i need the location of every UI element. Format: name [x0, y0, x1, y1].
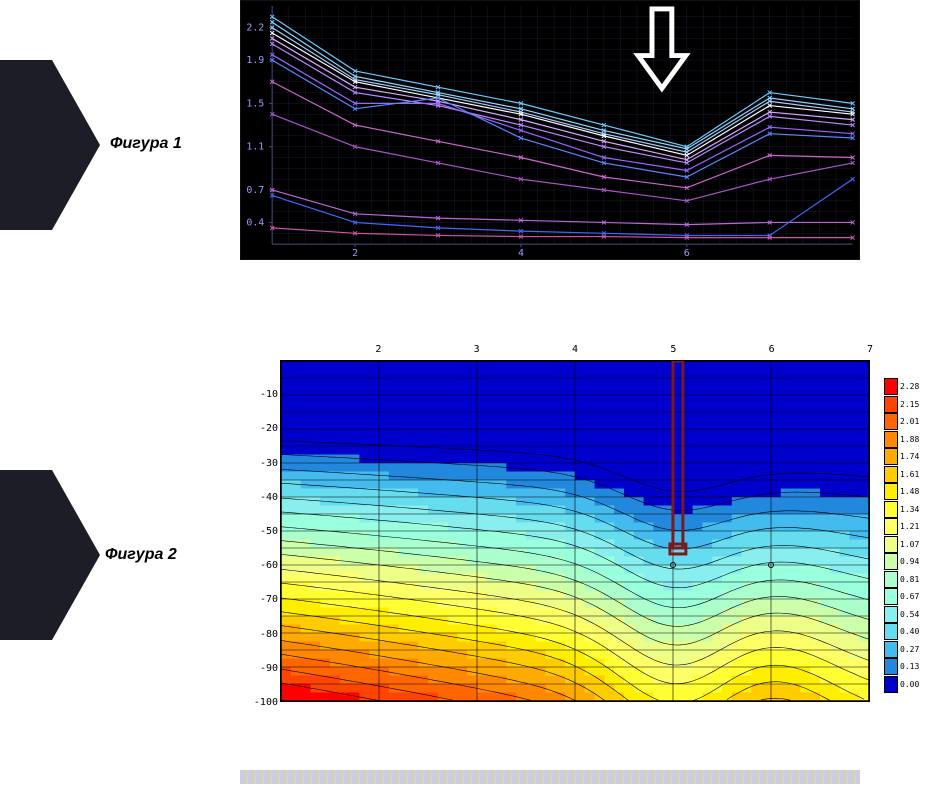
figure-2-wrap: 234567 -10-20-30-40-50-60-70-80-90-100 2… [240, 348, 930, 713]
legend-row: 1.48 [884, 483, 930, 501]
legend-row: 2.01 [884, 413, 930, 431]
legend-row: 0.40 [884, 623, 930, 641]
legend-row: 1.61 [884, 466, 930, 484]
legend-value: 0.81 [900, 575, 919, 584]
fig2-ytick: -60 [260, 560, 278, 571]
legend-swatch [884, 571, 898, 588]
label-fig1: Фигура 1 [110, 135, 182, 153]
legend-row: 1.21 [884, 518, 930, 536]
fig2-ytick: -80 [260, 629, 278, 640]
legend-value: 2.28 [900, 382, 919, 391]
legend-row: 1.74 [884, 448, 930, 466]
legend-value: 1.21 [900, 522, 919, 531]
legend-value: 1.74 [900, 452, 919, 461]
legend-value: 0.13 [900, 662, 919, 671]
legend-value: 1.61 [900, 470, 919, 479]
heatmap-legend: 2.28 2.15 2.01 1.88 1.74 1.61 1.48 1.34 1.21 1.07… [884, 378, 930, 693]
fig2-ytick: -90 [260, 663, 278, 674]
fig2-xtick: 6 [769, 344, 775, 355]
chevron-fig1 [0, 60, 100, 230]
legend-swatch [884, 448, 898, 465]
label-fig2: Фигура 2 [105, 546, 177, 564]
legend-swatch [884, 553, 898, 570]
legend-value: 0.27 [900, 645, 919, 654]
svg-text:1.5: 1.5 [246, 98, 264, 109]
legend-value: 0.00 [900, 680, 919, 689]
legend-swatch [884, 431, 898, 448]
legend-swatch [884, 483, 898, 500]
fig2-ytick: -50 [260, 526, 278, 537]
legend-value: 1.34 [900, 505, 919, 514]
legend-value: 2.01 [900, 417, 919, 426]
figure-1-chart: 2.2 1.9 1.5 1.1 0.7 0.4 2 4 6 [240, 0, 860, 260]
legend-row: 0.00 [884, 676, 930, 694]
legend-swatch [884, 658, 898, 675]
fig2-ytick: -70 [260, 594, 278, 605]
fig2-ytick: -10 [260, 389, 278, 400]
svg-text:0.4: 0.4 [246, 217, 264, 228]
legend-row: 0.94 [884, 553, 930, 571]
fig2-xtick: 3 [474, 344, 480, 355]
legend-swatch [884, 623, 898, 640]
fig2-xtick: 5 [670, 344, 676, 355]
legend-row: 0.27 [884, 641, 930, 659]
legend-swatch [884, 466, 898, 483]
legend-swatch [884, 413, 898, 430]
legend-row: 0.67 [884, 588, 930, 606]
svg-text:4: 4 [518, 248, 524, 259]
legend-row: 0.13 [884, 658, 930, 676]
svg-text:2.2: 2.2 [246, 23, 264, 34]
legend-value: 1.88 [900, 435, 919, 444]
legend-swatch [884, 396, 898, 413]
fig2-ytick: -20 [260, 423, 278, 434]
legend-swatch [884, 676, 898, 693]
figure-2-svg [281, 361, 869, 701]
fig2-xtick: 7 [867, 344, 873, 355]
fig2-xtick: 2 [375, 344, 381, 355]
legend-row: 0.81 [884, 571, 930, 589]
fig2-ytick: -40 [260, 492, 278, 503]
legend-value: 1.48 [900, 487, 919, 496]
noise-strip [240, 770, 860, 784]
svg-text:2: 2 [352, 248, 358, 259]
fig2-ytick: -30 [260, 458, 278, 469]
legend-swatch [884, 378, 898, 395]
legend-row: 2.28 [884, 378, 930, 396]
figure-1-svg: 2.2 1.9 1.5 1.1 0.7 0.4 2 4 6 [241, 1, 859, 259]
svg-text:0.7: 0.7 [246, 185, 264, 196]
svg-text:1.9: 1.9 [246, 55, 264, 66]
legend-value: 0.40 [900, 627, 919, 636]
fig2-ytick: -100 [254, 697, 278, 708]
chevron-fig2 [0, 470, 100, 640]
legend-row: 2.15 [884, 396, 930, 414]
legend-swatch [884, 588, 898, 605]
legend-row: 0.54 [884, 606, 930, 624]
legend-swatch [884, 518, 898, 535]
legend-swatch [884, 606, 898, 623]
figure-2-chart [280, 360, 870, 702]
legend-row: 1.34 [884, 501, 930, 519]
legend-value: 1.07 [900, 540, 919, 549]
legend-value: 0.94 [900, 557, 919, 566]
svg-text:1.1: 1.1 [246, 142, 264, 153]
legend-row: 1.88 [884, 431, 930, 449]
fig2-xtick: 4 [572, 344, 578, 355]
legend-swatch [884, 501, 898, 518]
legend-value: 2.15 [900, 400, 919, 409]
legend-value: 0.54 [900, 610, 919, 619]
legend-swatch [884, 536, 898, 553]
legend-row: 1.07 [884, 536, 930, 554]
legend-swatch [884, 641, 898, 658]
legend-value: 0.67 [900, 592, 919, 601]
svg-text:6: 6 [684, 248, 690, 259]
